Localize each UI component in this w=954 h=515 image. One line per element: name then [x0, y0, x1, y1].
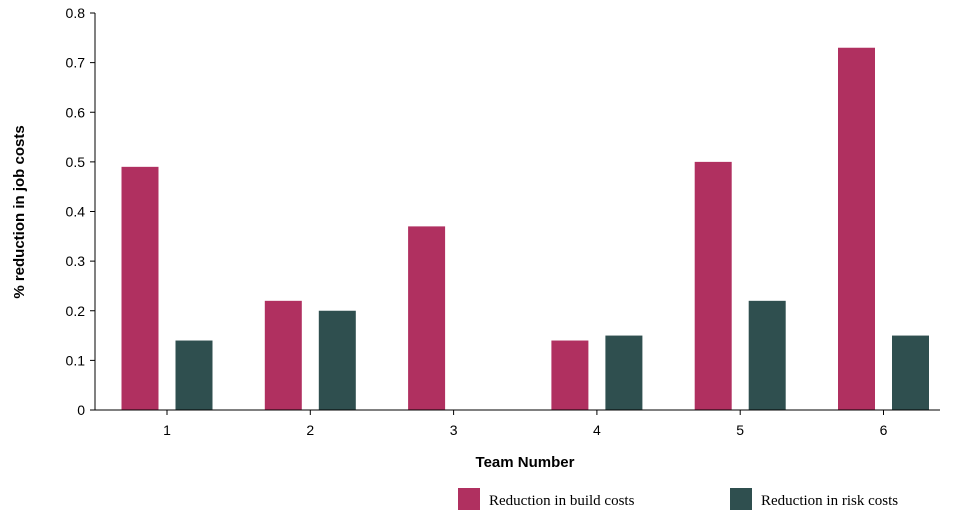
legend-swatch — [458, 488, 480, 510]
legend-item: Reduction in build costs — [458, 488, 635, 510]
y-tick-label: 0.4 — [66, 204, 86, 220]
y-axis-ticks: 0 0.1 0.2 0.3 0.4 0.5 0.6 0.7 0.8 — [66, 5, 95, 418]
x-tick-label: 5 — [736, 422, 744, 438]
legend: Reduction in build costs Reduction in ris… — [458, 488, 898, 510]
bar-risk-costs — [175, 340, 213, 410]
y-tick-label: 0.6 — [66, 104, 86, 120]
x-tick-label: 3 — [450, 422, 458, 438]
y-tick-label: 0 — [77, 402, 85, 418]
legend-label: Reduction in build costs — [489, 493, 635, 509]
bar-risk-costs — [318, 310, 356, 410]
legend-item: Reduction in risk costs — [730, 488, 898, 510]
bar-build-costs — [408, 226, 446, 410]
legend-swatch — [730, 488, 752, 510]
bars — [121, 47, 929, 411]
y-tick-label: 0.5 — [66, 154, 86, 170]
bar-build-costs — [551, 340, 589, 410]
y-tick-label: 0.7 — [66, 55, 86, 71]
bar-risk-costs — [605, 335, 643, 410]
y-tick-label: 0.3 — [66, 253, 86, 269]
y-tick-label: 0.2 — [66, 303, 86, 319]
x-tick-label: 2 — [306, 422, 314, 438]
legend-label: Reduction in risk costs — [761, 493, 898, 509]
x-axis-ticks: 1 2 3 4 5 6 — [163, 410, 888, 438]
bar-build-costs — [121, 166, 159, 410]
y-axis-title: % reduction in job costs — [11, 125, 28, 298]
x-axis-title: Team Number — [476, 454, 575, 471]
y-tick-label: 0.8 — [66, 5, 86, 21]
x-tick-label: 1 — [163, 422, 171, 438]
bar-build-costs — [264, 300, 302, 410]
x-tick-label: 6 — [880, 422, 888, 438]
bar-build-costs — [838, 47, 875, 411]
bar-build-costs — [694, 161, 732, 410]
x-tick-label: 4 — [593, 422, 601, 438]
y-tick-label: 0.1 — [66, 352, 86, 368]
bar-risk-costs — [892, 335, 929, 410]
bar-risk-costs — [748, 300, 786, 410]
